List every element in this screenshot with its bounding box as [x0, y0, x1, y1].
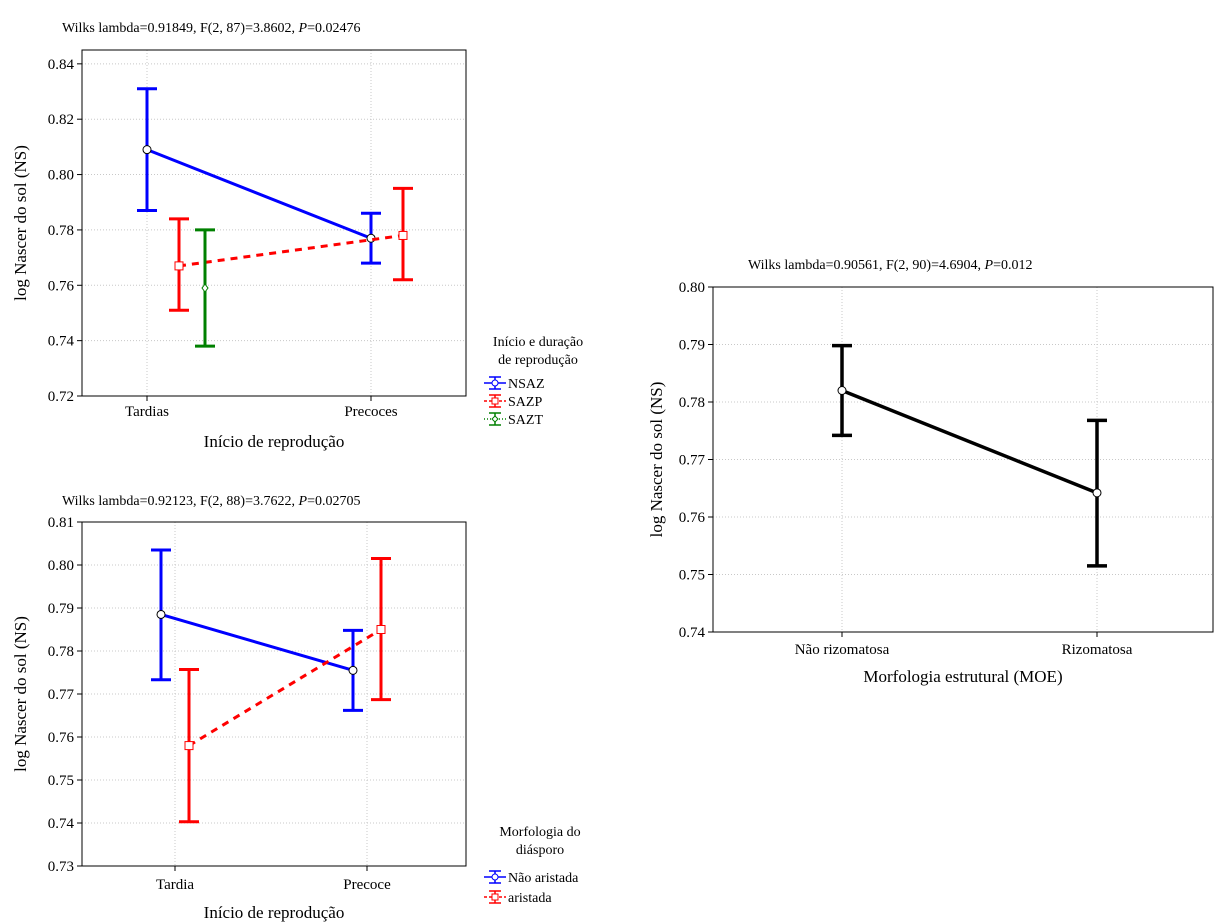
y-tick-label: 0.77: [679, 453, 706, 469]
y-tick-label: 0.76: [679, 510, 706, 526]
y-axis-label: log Nascer do sol (NS): [11, 616, 30, 772]
data-point: [142, 145, 152, 155]
legend-label: SAZT: [508, 413, 543, 428]
data-point: [184, 741, 194, 751]
data-point: [174, 261, 184, 271]
chart-title-p: P: [298, 494, 308, 509]
chart-title-p: P: [298, 21, 308, 36]
legend-swatch-marker: [491, 397, 499, 405]
y-tick-label: 0.76: [48, 278, 75, 294]
series-line: [178, 233, 404, 268]
x-tick-label: Precoces: [344, 404, 397, 420]
chart-title-prefix: Wilks lambda=0.90561, F(2, 90)=4.6904,: [748, 258, 985, 273]
data-point: [376, 625, 386, 634]
x-axis-label: Início de reprodução: [204, 903, 345, 922]
data-point: [156, 609, 166, 619]
x-tick-label: Não rizomatosa: [795, 642, 890, 658]
y-tick-label: 0.80: [48, 558, 74, 574]
chart-3: 0.74 0.75 0.76 0.77 0.78 0.79 0.80 Não rizomato…: [647, 258, 1214, 686]
y-tick-label: 0.84: [48, 57, 75, 73]
chart-title-prefix: Wilks lambda=0.92123, F(2, 88)=3.7622,: [62, 494, 299, 509]
y-tick-label: 0.76: [48, 730, 75, 746]
series-line: [160, 613, 354, 672]
x-tick-label: Precoce: [343, 877, 391, 893]
legend-swatch-marker: [491, 873, 499, 881]
data-point: [201, 283, 209, 293]
data-point: [348, 665, 358, 675]
chart-title-suffix: =0.02476: [307, 21, 360, 36]
legend-label: Não aristada: [508, 871, 579, 886]
legend-label: NSAZ: [508, 377, 545, 392]
chart-title: Wilks lambda=0.90561, F(2, 90)=4.6904, P…: [748, 258, 1032, 273]
x-tick-label: Rizomatosa: [1062, 642, 1133, 658]
y-axis-label: log Nascer do sol (NS): [11, 145, 30, 301]
y-tick-label: 0.77: [48, 687, 75, 703]
x-tick-label: Tardias: [125, 404, 169, 420]
y-tick-label: 0.74: [679, 625, 706, 641]
series-line: [841, 388, 1098, 495]
y-tick-label: 0.78: [48, 223, 74, 239]
data-point: [1092, 488, 1102, 498]
chart-2: 0.73 0.74 0.75 0.76 0.77 0.78 0.79 0.80 0.81 Tard…: [11, 494, 581, 922]
y-axis-label: log Nascer do sol (NS): [647, 382, 666, 538]
legend-swatch-marker: [491, 415, 499, 423]
legend-label: aristada: [508, 891, 552, 906]
plot-frame: [81, 49, 467, 397]
y-tick-label: 0.82: [48, 112, 74, 128]
series-line: [188, 628, 382, 747]
y-tick-label: 0.72: [48, 389, 74, 405]
series-line: [146, 148, 372, 240]
chart-title-suffix: =0.02705: [307, 494, 360, 509]
chart-title-p: P: [984, 258, 994, 273]
y-tick-label: 0.74: [48, 334, 75, 350]
legend: Início e duração de reprodução NSAZ SAZP SAZ…: [484, 335, 583, 428]
y-tick-label: 0.80: [48, 168, 74, 184]
chart-1: 0.72 0.74 0.76 0.78 0.80 0.82 0.84 Tardias Preco…: [11, 21, 583, 451]
data-point: [398, 230, 408, 240]
chart-title: Wilks lambda=0.92123, F(2, 88)=3.7622, P…: [62, 494, 360, 509]
legend: Morfologia do diásporo Não aristada aristad…: [484, 825, 581, 906]
legend-title: diásporo: [516, 843, 564, 858]
x-tick-label: Tardia: [156, 877, 194, 893]
y-tick-label: 0.79: [48, 601, 74, 617]
y-tick-label: 0.75: [48, 773, 74, 789]
y-tick-label: 0.74: [48, 816, 75, 832]
y-tick-label: 0.80: [679, 280, 705, 296]
x-axis-label: Morfologia estrutural (MOE): [863, 667, 1062, 686]
legend-label: SAZP: [508, 395, 542, 410]
y-tick-label: 0.78: [679, 395, 705, 411]
data-point: [837, 386, 847, 395]
legend-title: de reprodução: [498, 353, 578, 368]
chart-title-prefix: Wilks lambda=0.91849, F(2, 87)=3.8602,: [62, 21, 299, 36]
legend-swatch-marker: [491, 379, 499, 387]
x-axis-label: Início de reprodução: [204, 432, 345, 451]
y-tick-label: 0.73: [48, 859, 74, 875]
legend-title: Início e duração: [493, 335, 583, 350]
legend-title: Morfologia do: [499, 825, 580, 840]
y-tick-label: 0.79: [679, 338, 705, 354]
legend-swatch-marker: [491, 893, 499, 901]
y-tick-label: 0.75: [679, 568, 705, 584]
chart-title-suffix: =0.012: [993, 258, 1032, 273]
y-tick-label: 0.78: [48, 644, 74, 660]
y-tick-label: 0.81: [48, 515, 74, 531]
chart-title: Wilks lambda=0.91849, F(2, 87)=3.8602, P…: [62, 21, 360, 36]
